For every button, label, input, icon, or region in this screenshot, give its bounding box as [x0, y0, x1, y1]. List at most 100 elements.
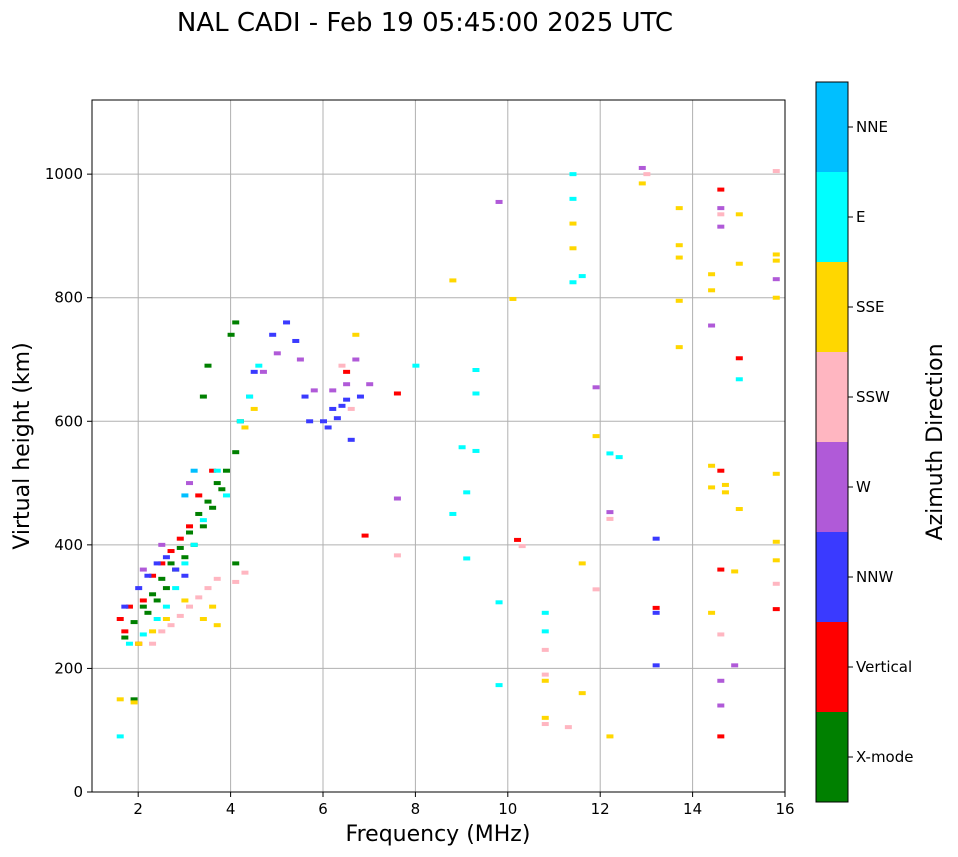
data-point: [255, 363, 263, 368]
data-point: [204, 363, 212, 368]
data-point: [652, 610, 660, 615]
colorbar-label: SSW: [856, 388, 890, 406]
colorbar-label: E: [856, 208, 865, 226]
data-point: [356, 394, 364, 399]
data-point: [569, 246, 577, 251]
data-point: [269, 332, 277, 337]
data-point: [717, 187, 725, 192]
data-point: [222, 493, 230, 498]
colorbar-segment-nnw: [816, 532, 848, 622]
data-point: [495, 600, 503, 605]
data-point: [162, 604, 170, 609]
x-axis-ticks: 2 4 6 8 10 12 14 16: [133, 792, 795, 818]
data-point: [139, 567, 147, 572]
data-point: [675, 255, 683, 260]
data-point: [569, 280, 577, 285]
data-point: [190, 542, 198, 547]
data-point: [227, 332, 235, 337]
x-tick-label: 6: [318, 800, 328, 818]
data-point: [735, 507, 743, 512]
data-point: [541, 610, 549, 615]
data-point: [708, 463, 716, 468]
data-point: [338, 403, 346, 408]
data-point: [232, 561, 240, 566]
data-point: [167, 561, 175, 566]
data-point: [149, 629, 157, 634]
data-point: [135, 641, 143, 646]
data-point: [144, 573, 152, 578]
data-point: [735, 212, 743, 217]
data-point: [121, 604, 129, 609]
data-point: [283, 320, 291, 325]
data-point: [366, 382, 374, 387]
data-point: [121, 635, 129, 640]
data-point: [721, 482, 729, 487]
data-point: [329, 406, 337, 411]
colorbar-label: X-mode: [856, 748, 913, 766]
data-point: [320, 419, 327, 424]
colorbar-segment-vertical: [816, 622, 848, 712]
series-x-mode: [121, 320, 244, 702]
data-point: [615, 455, 623, 460]
data-point: [393, 553, 401, 558]
data-point: [149, 641, 157, 646]
data-point: [509, 296, 517, 301]
y-axis-ticks: 0 200 400 600 800 1000: [45, 165, 92, 801]
data-point: [735, 377, 743, 382]
data-point: [606, 734, 614, 739]
data-point: [717, 468, 725, 473]
colorbar-segment-e: [816, 172, 848, 262]
data-point: [199, 617, 207, 621]
data-point: [218, 487, 226, 492]
data-point: [116, 734, 124, 739]
data-point: [333, 416, 341, 421]
data-point: [638, 181, 646, 186]
data-point: [643, 172, 651, 177]
colorbar-label: SSE: [856, 298, 885, 316]
x-tick-label: 14: [683, 800, 702, 818]
data-point: [463, 490, 471, 495]
data-point: [352, 357, 360, 362]
data-point: [578, 274, 586, 279]
data-point: [176, 545, 184, 550]
colorbar-label: NNE: [856, 118, 888, 136]
data-point: [735, 261, 743, 266]
data-point: [638, 165, 646, 170]
data-point: [708, 272, 716, 277]
data-point: [721, 490, 729, 495]
data-point: [717, 224, 725, 229]
data-point: [232, 579, 240, 584]
data-point: [181, 573, 189, 578]
data-point: [186, 524, 194, 529]
data-point: [772, 277, 780, 282]
data-point: [347, 406, 355, 411]
data-point: [343, 382, 351, 387]
y-tick-label: 0: [73, 783, 83, 801]
x-tick-label: 10: [498, 800, 517, 818]
data-point: [361, 533, 369, 538]
data-point: [195, 595, 203, 600]
series-sse: [116, 181, 780, 739]
data-point: [181, 598, 189, 603]
data-point: [708, 323, 716, 328]
data-point: [125, 641, 133, 646]
data-point: [306, 419, 314, 424]
data-point: [199, 524, 207, 529]
data-point: [125, 604, 133, 609]
data-point: [292, 338, 300, 343]
data-point: [735, 356, 743, 361]
data-point: [153, 598, 161, 603]
colorbar-segment-ssw: [816, 352, 848, 442]
series-ssw: [149, 169, 780, 730]
plot-frame: [91, 99, 786, 793]
data-point: [592, 385, 600, 390]
y-tick-label: 400: [54, 536, 83, 554]
data-point: [495, 683, 503, 688]
data-point: [172, 586, 180, 591]
data-point: [195, 493, 203, 498]
data-point: [606, 451, 614, 456]
data-point: [186, 481, 194, 486]
data-point: [153, 617, 161, 621]
data-point: [541, 678, 549, 683]
data-point: [139, 604, 147, 609]
